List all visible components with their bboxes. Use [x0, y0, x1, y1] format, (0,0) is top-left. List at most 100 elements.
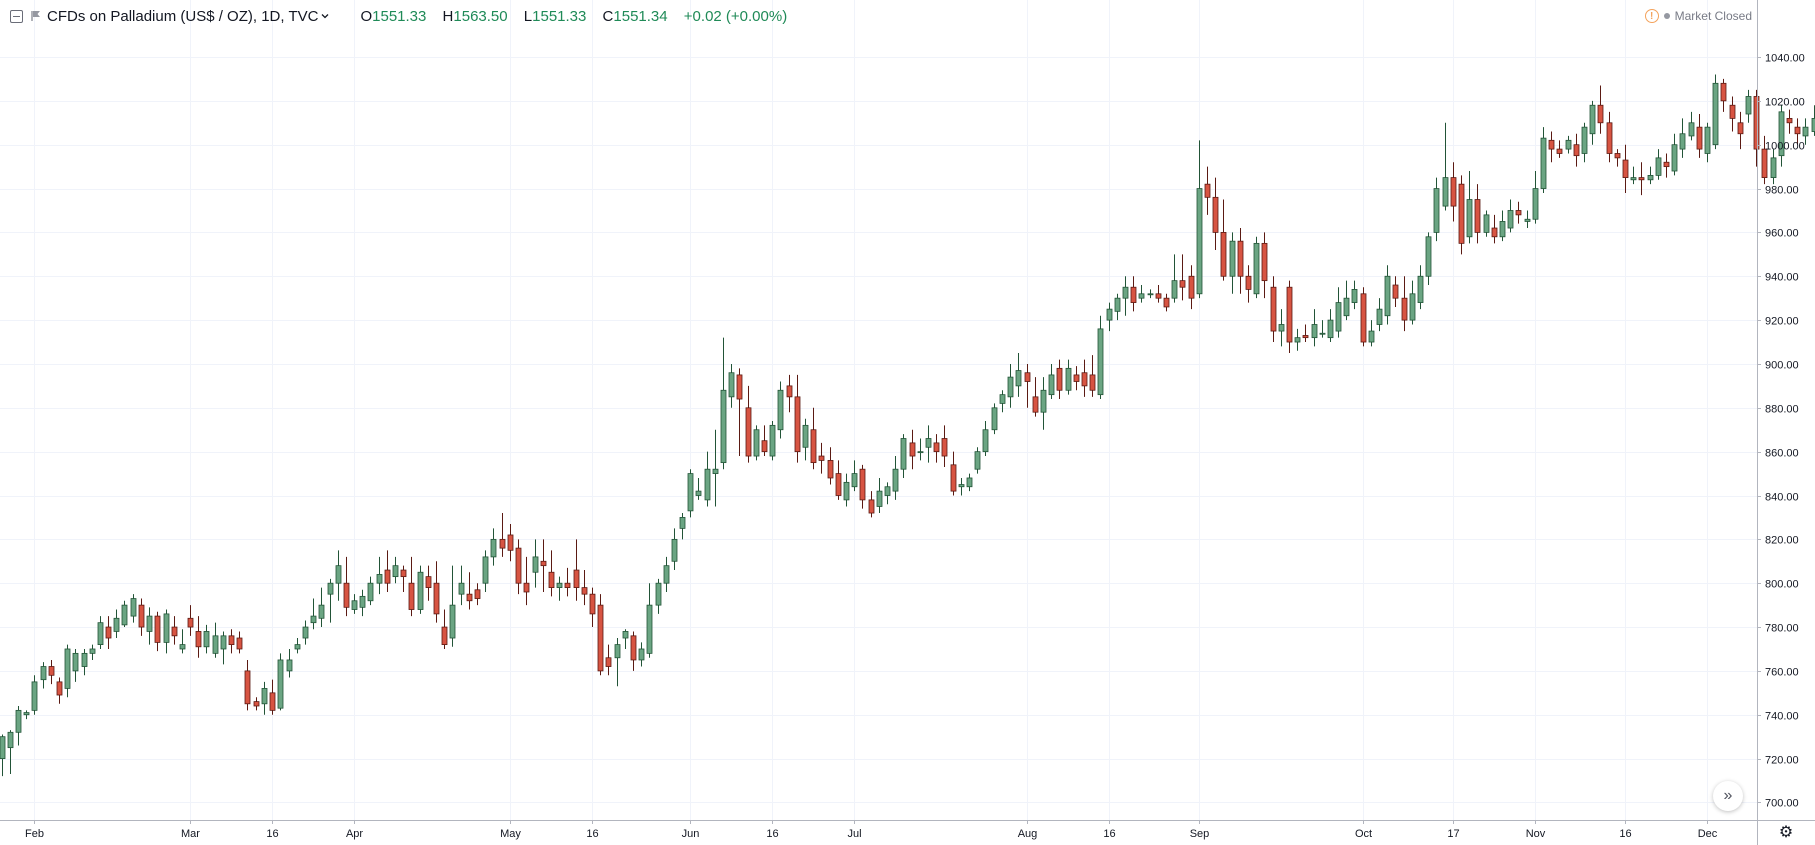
candle	[72, 648, 79, 682]
candle-body	[1056, 367, 1063, 391]
candle	[1433, 177, 1440, 242]
candle-body	[343, 582, 350, 608]
candle	[540, 539, 547, 592]
candle	[786, 374, 793, 413]
candle	[884, 482, 891, 505]
candle	[646, 583, 653, 658]
candle	[335, 550, 342, 601]
time-tick-label: 16	[766, 828, 778, 840]
chevron-down-icon[interactable]	[320, 11, 330, 21]
candle-body	[515, 547, 522, 584]
market-status[interactable]: ! Market Closed	[1644, 5, 1752, 27]
candle-body	[1032, 396, 1039, 413]
candle	[1130, 276, 1137, 312]
high-label: H	[442, 7, 454, 25]
candle	[130, 594, 137, 623]
candle-body	[1499, 221, 1506, 238]
candle	[1778, 105, 1785, 167]
candle-body	[843, 481, 850, 501]
candle-body	[449, 604, 456, 639]
candle	[1253, 236, 1260, 299]
candle-body	[1040, 389, 1047, 413]
candle-body	[1491, 227, 1498, 238]
candle-body	[581, 587, 588, 595]
candle-body	[1483, 214, 1490, 233]
candle-body	[1138, 293, 1145, 299]
candle-body	[1573, 144, 1580, 157]
candle	[286, 648, 293, 678]
candle	[851, 460, 858, 492]
candle	[1220, 199, 1227, 281]
candle	[1745, 89, 1752, 123]
low-value: 1551.33	[532, 7, 587, 25]
candle	[154, 611, 161, 652]
candle-body	[687, 473, 694, 512]
price-tick-label: 920.00	[1765, 316, 1799, 328]
candle-body	[1106, 308, 1113, 321]
candle-body	[253, 701, 260, 707]
time-tick-label: Jun	[682, 828, 700, 840]
price-tick-label: 800.00	[1765, 579, 1799, 591]
candle-body	[1392, 284, 1399, 299]
time-tick-label: 17	[1447, 828, 1459, 840]
symbol-title[interactable]: CFDs on Palladium (US$ / OZ), 1D, TVC	[47, 7, 319, 25]
candle	[1794, 118, 1801, 145]
candle-body	[1368, 330, 1375, 343]
candle	[933, 434, 940, 463]
candle	[712, 429, 719, 507]
candle	[1089, 355, 1096, 397]
time-tick-label: Apr	[346, 828, 363, 840]
candle	[1442, 122, 1449, 211]
collapse-legend-button[interactable]	[10, 9, 23, 23]
price-axis: 700.00 720.00 740.00 760.00 780.00 800.00 820.…	[1757, 53, 1805, 810]
candle-body	[605, 657, 612, 667]
candle-body	[1753, 96, 1760, 150]
candle-body	[1024, 372, 1031, 382]
candle	[614, 638, 621, 687]
candle	[1712, 74, 1719, 150]
close-value: 1551.34	[613, 7, 668, 25]
candle	[982, 420, 989, 457]
candle	[991, 403, 998, 435]
price-tick-label: 960.00	[1765, 228, 1799, 240]
candle-body	[146, 615, 153, 632]
candle-body	[695, 490, 702, 496]
candle-body	[40, 666, 47, 681]
candle-body	[736, 374, 743, 400]
candle	[97, 616, 104, 649]
candle	[433, 561, 440, 623]
candle	[1425, 232, 1432, 286]
candle-body	[277, 659, 284, 709]
warning-icon: !	[1644, 9, 1659, 23]
candle-body	[163, 613, 170, 643]
candle-body	[1188, 275, 1195, 299]
change-value: +0.02 (+0.00%)	[683, 7, 788, 25]
candle-body	[1237, 240, 1244, 277]
candle	[351, 594, 358, 614]
scroll-to-realtime-button[interactable]: »	[1713, 781, 1743, 811]
candle-body	[179, 644, 186, 650]
candle	[736, 368, 743, 457]
candle	[1647, 166, 1654, 185]
candle-body	[597, 604, 604, 672]
candle	[474, 583, 481, 606]
candle-body	[286, 659, 293, 672]
candle	[1401, 276, 1408, 332]
candle	[1474, 184, 1481, 244]
candle	[294, 638, 301, 654]
candle-body	[48, 666, 55, 676]
candle	[1589, 100, 1596, 145]
candle	[458, 565, 465, 606]
candle	[1573, 133, 1580, 167]
candle-body	[1622, 159, 1629, 178]
candle-body	[335, 565, 342, 584]
candle-body	[540, 560, 547, 567]
candle	[1507, 199, 1514, 233]
gear-icon[interactable]: ⚙	[1778, 824, 1794, 841]
candle-body	[490, 538, 497, 558]
candle-body	[1638, 177, 1645, 181]
open-value: 1551.33	[372, 7, 427, 25]
candle-body	[1474, 199, 1481, 233]
candle-body	[917, 451, 924, 454]
